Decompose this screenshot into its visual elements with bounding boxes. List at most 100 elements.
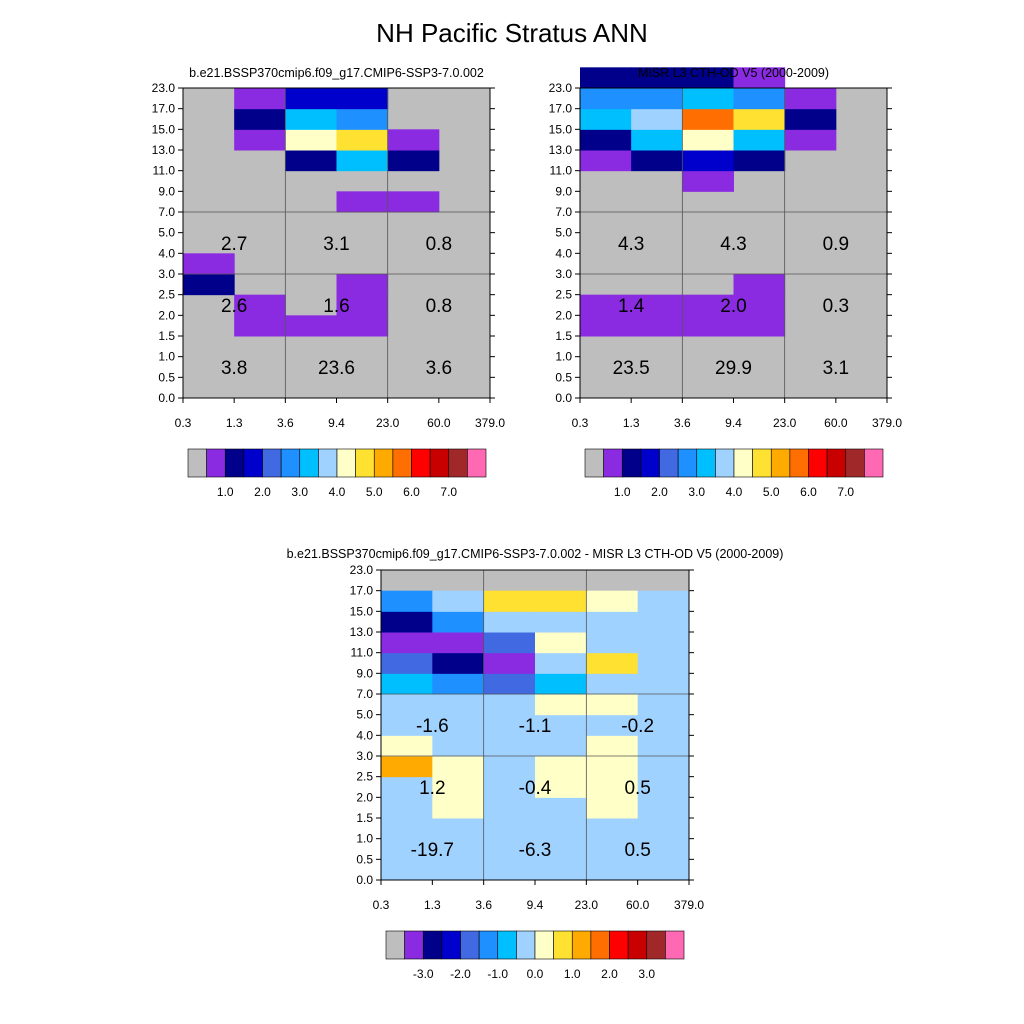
heatmap-cell <box>336 88 389 110</box>
y-tick-label: 15.0 <box>152 122 176 136</box>
y-tick-label: 1.0 <box>555 350 572 364</box>
y-tick-label: 4.0 <box>158 246 175 260</box>
heatmap-cell <box>381 859 433 881</box>
y-tick-label: 3.0 <box>158 267 175 281</box>
colorbar-label: 4.0 <box>329 485 346 499</box>
group-total-label: 0.3 <box>823 296 849 317</box>
heatmap-cell <box>631 108 683 130</box>
heatmap-cell <box>535 652 587 674</box>
heatmap-cell <box>535 776 587 798</box>
heatmap-cell <box>637 756 690 778</box>
colorbar-label: 3.0 <box>291 485 308 499</box>
heatmap-cell <box>637 632 690 654</box>
y-tick-label: 15.0 <box>350 604 374 618</box>
heatmap-cell <box>432 611 485 633</box>
colorbar-box <box>373 448 394 478</box>
heatmap-cell <box>381 776 433 798</box>
heatmap-cell <box>183 274 235 296</box>
y-tick-label: 7.0 <box>158 205 175 219</box>
heatmap-cell <box>637 776 690 798</box>
y-tick-label: 1.5 <box>356 811 373 825</box>
heatmap-cell <box>682 294 734 316</box>
colorbar-box <box>355 448 375 478</box>
heatmap-cell <box>381 694 433 716</box>
heatmap-cell <box>483 735 536 757</box>
heatmap-cell <box>381 673 433 695</box>
colorbar-box <box>584 448 604 478</box>
y-tick-label: 2.0 <box>158 308 175 322</box>
heatmap-cell <box>637 694 690 716</box>
colorbar-box <box>448 448 468 478</box>
colorbar-box <box>516 930 536 960</box>
y-tick-label: 7.0 <box>555 205 572 219</box>
heatmap-cell <box>682 170 734 192</box>
y-tick-label: 23.0 <box>152 81 176 95</box>
heatmap-cell <box>381 652 433 674</box>
y-tick-label: 23.0 <box>549 81 573 95</box>
heatmap-cell <box>483 756 536 778</box>
heatmap-cell <box>387 191 440 213</box>
group-total-label: 0.9 <box>823 234 849 255</box>
x-tick-label: 379.0 <box>872 416 902 430</box>
heatmap-cell <box>733 274 786 296</box>
heatmap-cell <box>483 611 536 633</box>
group-total-label: 1.4 <box>618 296 645 317</box>
colorbar-label: -1.0 <box>487 967 508 981</box>
colorbar-box <box>280 448 301 478</box>
colorbar-box <box>206 448 226 478</box>
heatmap-cell <box>432 694 485 716</box>
x-tick-label: 9.4 <box>725 416 742 430</box>
colorbar-box <box>243 448 263 478</box>
colorbar-box <box>696 448 716 478</box>
y-tick-label: 15.0 <box>549 122 573 136</box>
heatmap-cell <box>336 191 389 213</box>
colorbar-label: 5.0 <box>366 485 383 499</box>
panel-title: b.e21.BSSP370cmip6.f09_g17.CMIP6-SSP3-7.… <box>287 547 784 561</box>
y-tick-label: 17.0 <box>549 102 573 116</box>
heatmap-cell <box>432 859 485 881</box>
y-tick-label: 1.0 <box>356 832 373 846</box>
heatmap-cell <box>586 756 639 778</box>
colorbar-box <box>770 448 791 478</box>
heatmap-cell <box>483 694 536 716</box>
heatmap-cell <box>535 756 587 778</box>
heatmap-cell <box>631 294 683 316</box>
heatmap-cell <box>535 838 587 860</box>
x-tick-label: 1.3 <box>424 898 441 912</box>
colorbar-box <box>733 448 753 478</box>
heatmap-cell <box>234 294 286 316</box>
heatmap-cell <box>483 838 536 860</box>
x-tick-label: 3.6 <box>674 416 691 430</box>
heatmap-cell <box>637 797 690 819</box>
group-total-label: 2.6 <box>221 296 247 317</box>
heatmap-cell <box>336 315 389 337</box>
colorbar-box <box>467 448 487 478</box>
y-tick-label: 1.0 <box>158 350 175 364</box>
heatmap-cell <box>637 673 690 695</box>
heatmap-cell <box>586 673 639 695</box>
group-total-label: 3.6 <box>426 358 452 379</box>
heatmap-cell <box>183 253 235 275</box>
y-tick-label: 9.0 <box>158 184 175 198</box>
colorbar-box <box>411 448 431 478</box>
colorbar-box <box>640 448 660 478</box>
heatmap-cell <box>784 88 837 110</box>
colorbar-label: 2.0 <box>254 485 271 499</box>
y-tick-label: 3.0 <box>555 267 572 281</box>
heatmap-cell <box>381 756 433 778</box>
group-total-label: 3.1 <box>323 234 349 255</box>
colorbar-label: 2.0 <box>651 485 668 499</box>
heatmap-cell <box>682 88 734 110</box>
heatmap-cell <box>586 714 639 736</box>
heatmap-cell <box>535 694 587 716</box>
colorbar-box <box>299 448 319 478</box>
heatmap-cell <box>336 108 389 130</box>
y-tick-label: 5.0 <box>356 708 373 722</box>
heatmap-cell <box>381 797 433 819</box>
y-tick-label: 3.0 <box>356 749 373 763</box>
heatmap-cell <box>733 315 786 337</box>
colorbar-box <box>603 448 623 478</box>
colorbar-box <box>621 448 642 478</box>
x-tick-label: 60.0 <box>824 416 848 430</box>
heatmap-cell <box>580 294 632 316</box>
